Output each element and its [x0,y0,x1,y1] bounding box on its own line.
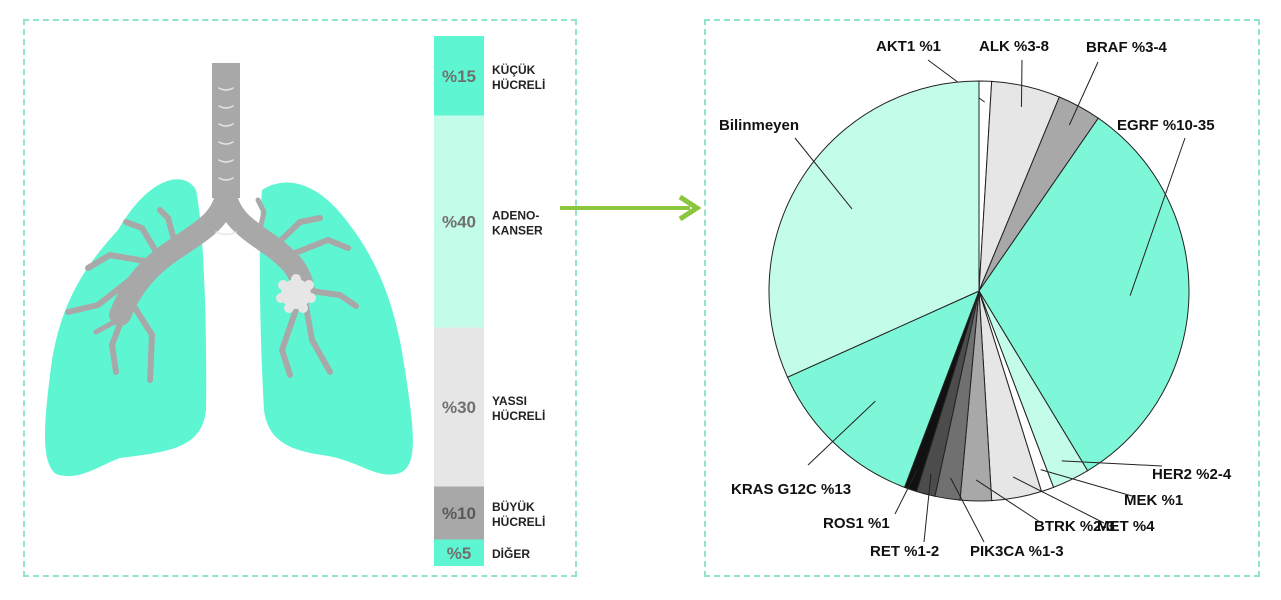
bar-segment [434,486,484,540]
bar-segment [434,115,484,328]
bar-value-label: %15 [442,67,476,86]
pie-slice-label: MET %4 [1097,518,1155,535]
pie-slice-label: PIK3CA %1-3 [970,543,1064,560]
bar-category-label: HÜCRELİ [492,408,545,423]
pie-leader-line [950,477,985,543]
tumor-icon [276,274,316,313]
pie-leader-line [975,479,1041,523]
bar-category-label: DİĞER [492,546,530,561]
bar-category-label: ADENO- [492,209,539,223]
bar-value-label: %30 [442,398,476,417]
bar-value-label: %5 [447,544,472,563]
pie-leader-line [1061,460,1163,467]
pie-leader-line [1040,469,1133,497]
pie-slice [786,290,980,488]
bar-value-label: %10 [442,504,476,523]
bar-category-label: KÜÇÜK [492,62,536,77]
pie-slice-label: ALK %3-8 [979,38,1049,55]
bar-segment [434,36,484,116]
bar-category-label: KANSER [492,224,543,238]
lung-icon [45,63,413,477]
bar-category-label: YASSI [492,394,527,408]
bar-segment [434,327,484,487]
pie-slice [978,117,1190,472]
pie-slice-label: EGRF %10-35 [1117,117,1215,134]
pie-leader-line [1068,61,1099,126]
bar-value-label: %40 [442,213,476,232]
pie-slice-label: ROS1 %1 [823,515,890,532]
histology-panel [23,19,577,577]
pie-slice-label: MEK %1 [1124,492,1183,509]
pie-slice-label: KRAS G12C %13 [731,481,851,498]
pie-slice-label: Bilinmeyen [719,117,799,134]
mutation-panel [704,19,1260,577]
bar-category-label: HÜCRELİ [492,77,545,92]
pie-leader-line [1020,59,1023,107]
pie-leader-line [794,137,853,210]
arrow-right-icon [560,194,702,222]
pie-leader-line [807,400,876,466]
mutation-pie-chart: AKT1 %1 ALK %3-8 BRAF %3-4 EGRF %10-35 HER2 … [719,38,1232,560]
pie-slice-label: BRAF %3-4 [1086,39,1168,56]
pie-slice-label: HER2 %2-4 [1152,466,1232,483]
pie-leader-line [1012,476,1105,524]
pie-slice-label: RET %1-2 [870,543,939,560]
pie-leader-line [1129,137,1186,296]
pie-leader-line [923,473,932,543]
bar-segment [434,539,484,566]
pie-leader-line [894,469,918,515]
bar-category-label: HÜCRELİ [492,514,545,529]
bar-category-label: BÜYÜK [492,499,535,514]
pie-slice-label: AKT1 %1 [876,38,941,55]
pie-slice-label: BTRK %2-3 [1034,518,1115,535]
pie-slice [768,80,980,378]
